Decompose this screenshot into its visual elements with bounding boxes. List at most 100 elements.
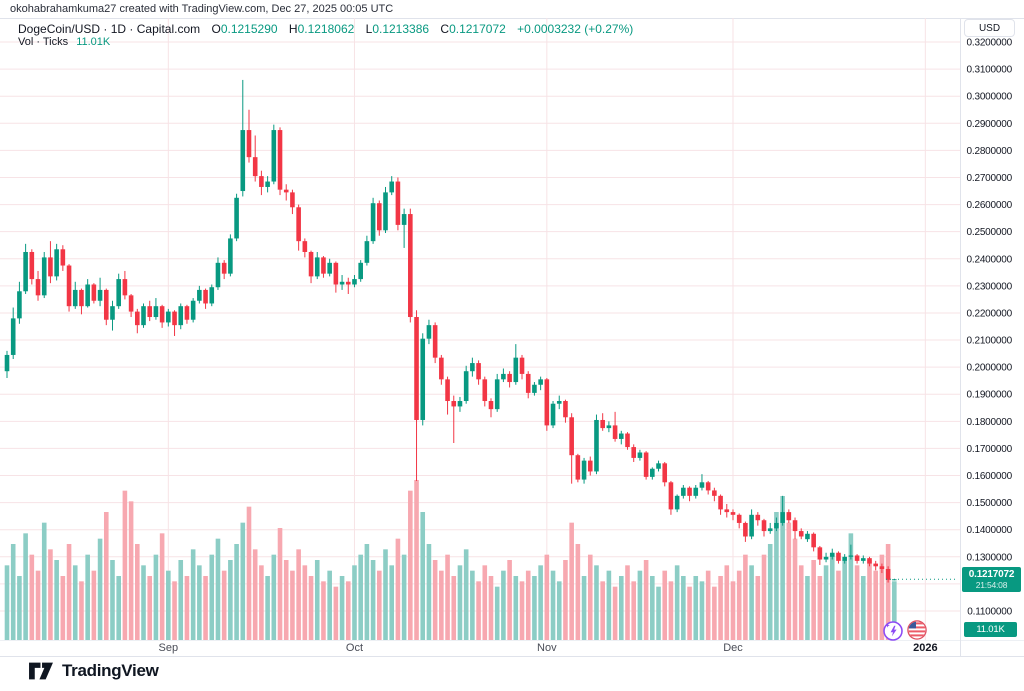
candle-body	[209, 287, 215, 304]
candle-body	[463, 371, 469, 402]
volume-bar	[135, 544, 140, 640]
candle-body	[432, 325, 438, 358]
candle-body	[271, 130, 277, 182]
candle-body	[60, 249, 66, 266]
candle-body	[836, 552, 841, 561]
volume-bar	[153, 554, 159, 640]
volume-bar	[246, 506, 252, 640]
close-letter: C	[440, 22, 450, 36]
volume-bar	[352, 565, 357, 640]
price-axis-label: 0.2900000	[967, 119, 1013, 130]
candle-body	[197, 289, 202, 301]
volume-bar	[798, 565, 804, 640]
candles	[4, 79, 897, 583]
volume-bar	[79, 581, 84, 640]
volume-legend[interactable]: Vol · Ticks 11.01K	[18, 36, 110, 48]
volume-bar	[836, 570, 841, 640]
volume-bar	[513, 576, 519, 640]
candle-body	[724, 509, 730, 513]
candle-body	[507, 373, 512, 383]
volume-bar	[172, 581, 177, 640]
volume-bar	[314, 560, 320, 640]
candle-body	[370, 203, 376, 242]
volume-bar	[35, 570, 41, 640]
volume-bar	[730, 581, 736, 640]
candle-body	[352, 279, 357, 285]
volume-bar	[364, 544, 370, 640]
grid-lines	[0, 18, 960, 640]
candle-body	[482, 379, 488, 402]
symbol-legend[interactable]: DogeCoin/USD · 1D · Capital.com O0.12152…	[18, 22, 633, 36]
price-axis-label: 0.2600000	[967, 200, 1013, 211]
time-axis-separator	[0, 640, 1024, 641]
candle-body	[23, 251, 28, 292]
currency-usd-button[interactable]: USD	[964, 19, 1015, 37]
candle-body	[575, 455, 581, 480]
volume-bar	[72, 565, 78, 640]
volume-bar	[395, 538, 401, 640]
volume-bar	[525, 570, 531, 640]
volume-bar	[532, 576, 537, 640]
volume-bar	[712, 586, 717, 640]
last-price-label: 0.1217072 21:54:08	[962, 567, 1021, 592]
candle-body	[563, 401, 568, 418]
candle-body	[749, 514, 754, 537]
volume-bar	[252, 549, 258, 640]
volume-bar	[892, 581, 897, 640]
price-axis-label: 0.2500000	[967, 227, 1013, 238]
last-price-value: 0.1217072	[968, 569, 1015, 580]
candle-body	[712, 490, 717, 496]
volume-bar	[141, 565, 146, 640]
volume-bar	[215, 538, 221, 640]
time-axis-labels[interactable]: Sep Oct Nov Dec 2026	[159, 642, 938, 654]
time-axis-label: 2026	[913, 642, 937, 654]
volume-bar	[494, 586, 500, 640]
interval-label[interactable]: 1D	[110, 22, 127, 36]
volume-bar	[29, 554, 35, 640]
volume-bar	[705, 570, 711, 640]
candle-body	[860, 558, 866, 561]
volume-bar	[618, 576, 624, 640]
volume-bar	[147, 576, 153, 640]
volume-bar	[687, 586, 692, 640]
candle-body	[4, 354, 10, 372]
volume-bar	[339, 576, 345, 640]
volume-bar	[228, 560, 233, 640]
symbol-name[interactable]: DogeCoin/USD	[18, 22, 101, 36]
volume-bar	[463, 549, 469, 640]
volume-bar	[587, 554, 593, 640]
price-axis-separator	[960, 18, 961, 656]
volume-bar	[482, 565, 488, 640]
candle-body	[66, 265, 72, 307]
volume-bar	[631, 581, 637, 640]
volume-bar	[470, 570, 475, 640]
candle-body	[513, 357, 519, 383]
flash-event-icon[interactable]	[882, 620, 904, 642]
candle-body	[190, 300, 196, 320]
volume-bar	[234, 544, 239, 640]
low-value: 0.1213386	[372, 22, 430, 36]
volume-bar	[85, 554, 90, 640]
candle-body	[792, 520, 798, 532]
candle-body	[538, 379, 543, 385]
candle-body	[103, 289, 109, 320]
candle-body	[401, 214, 407, 225]
candle-body	[48, 257, 53, 277]
candle-body	[54, 249, 59, 277]
candle-body	[519, 357, 525, 374]
candle-body	[128, 295, 134, 312]
tradingview-logo-mark	[29, 662, 53, 680]
candle-body	[414, 317, 419, 420]
candle-body	[798, 531, 804, 537]
us-flag-event-icon[interactable]	[906, 619, 928, 641]
volume-bar	[755, 576, 761, 640]
price-axis-label: 0.1300000	[967, 552, 1013, 563]
tradingview-logo[interactable]: TradingView	[28, 660, 159, 682]
price-axis-label: 0.1500000	[967, 498, 1013, 509]
volume-bar	[724, 565, 730, 640]
volume-bar	[805, 576, 810, 640]
volume-bar	[308, 576, 314, 640]
price-axis-labels[interactable]: 0.1100000 0.1300000 0.1400000 0.1500000 0.16…	[967, 38, 1013, 618]
price-axis-label: 0.1600000	[967, 471, 1013, 482]
